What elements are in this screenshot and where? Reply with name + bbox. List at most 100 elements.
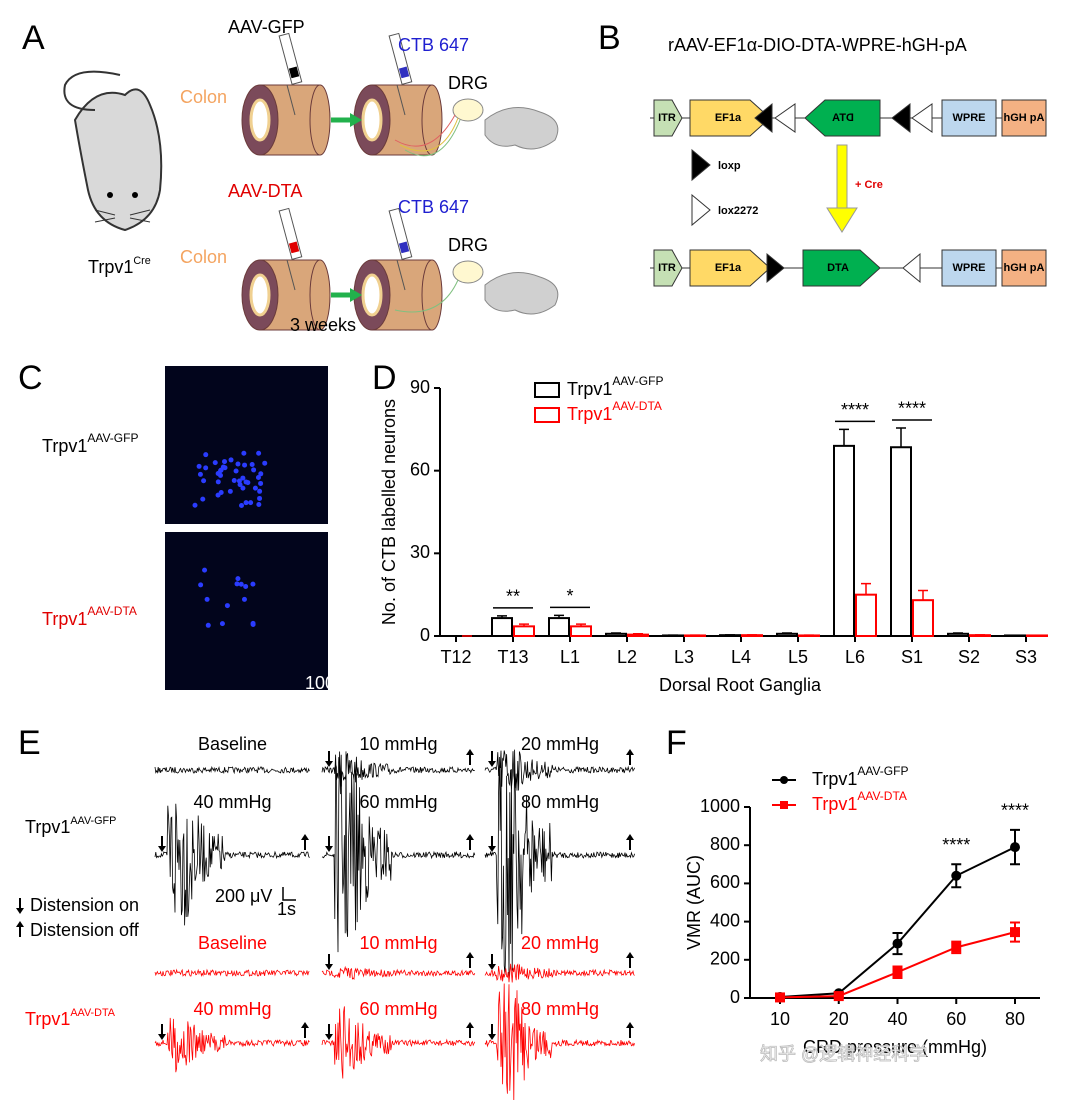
legend-label: Trpv1AAV-DTA — [567, 399, 662, 424]
cell — [255, 474, 261, 480]
x-tick-label: T13 — [497, 647, 528, 667]
distension-arrow-head — [325, 1034, 333, 1040]
significance: **** — [841, 400, 869, 420]
label: ITR — [658, 262, 676, 274]
legend-swatch — [534, 407, 560, 423]
condition-label: 60 mmHg — [359, 792, 437, 812]
label: Distension on — [30, 895, 139, 915]
condition-label: 80 mmHg — [521, 792, 599, 812]
emg-trace — [321, 753, 475, 787]
marker — [951, 870, 962, 881]
condition-label: 20 mmHg — [521, 933, 599, 953]
distension-arrow-head — [466, 952, 474, 958]
cell — [203, 465, 209, 471]
x-axis-title: CRD pressure (mmHg) — [803, 1037, 987, 1057]
condition-label: 10 mmHg — [359, 933, 437, 953]
significance: ** — [506, 587, 520, 607]
cell — [249, 462, 255, 468]
y-tick-label: 0 — [730, 987, 740, 1007]
cell — [258, 480, 264, 486]
label: 3 weeks — [290, 315, 356, 335]
y-axis-title: No. of CTB labelled neurons — [379, 399, 399, 625]
cell — [215, 479, 221, 485]
label-base: Trpv1 — [567, 379, 612, 399]
distension-arrow-head — [626, 1022, 634, 1028]
cell — [234, 581, 240, 587]
distension-arrow-head — [466, 1022, 474, 1028]
label: AAV-GFP — [228, 17, 305, 37]
error-bar — [633, 633, 643, 635]
label-superscript: Cre — [133, 255, 150, 267]
error-bar — [554, 614, 564, 619]
panel-label: F — [666, 724, 687, 762]
y-tick-label: 200 — [710, 949, 740, 969]
y-tick-label: 800 — [710, 834, 740, 854]
panel-label: B — [598, 19, 621, 57]
colon-lumen — [361, 98, 383, 142]
marker — [951, 942, 962, 953]
label: Colon — [180, 247, 227, 267]
label: Trpv1AAV-DTA — [25, 1007, 116, 1029]
distension-arrow-head — [466, 834, 474, 840]
cell — [228, 457, 234, 463]
x-tick-label: L5 — [788, 647, 808, 667]
cell — [240, 475, 246, 481]
marker — [1010, 927, 1020, 938]
bar — [570, 625, 592, 637]
emg-trace — [484, 749, 635, 980]
x-tick-label: S1 — [901, 647, 923, 667]
condition-label: 40 mmHg — [193, 999, 271, 1019]
label: AAV-DTA — [228, 181, 302, 201]
colon-end — [309, 259, 331, 331]
cell — [205, 622, 211, 628]
legend-marker — [780, 776, 788, 784]
bar — [491, 617, 513, 637]
cell — [196, 463, 202, 469]
label-base: Trpv1 — [567, 404, 612, 424]
cell — [203, 452, 209, 458]
x-tick-label: L2 — [617, 647, 637, 667]
label: + Cre — [855, 179, 883, 191]
cell — [233, 468, 239, 474]
cell — [202, 567, 208, 573]
cell — [215, 470, 221, 476]
bar — [776, 632, 798, 637]
error-bar — [953, 632, 963, 634]
colon-lumen — [249, 98, 271, 142]
distension-arrow-head — [626, 834, 634, 840]
panel-a-art — [63, 32, 559, 331]
label-base: Trpv1 — [88, 257, 133, 277]
label: rAAV-EF1α-DIO-DTA-WPRE-hGH-pA — [668, 35, 967, 55]
distension-arrow-head — [488, 1034, 496, 1040]
label-superscript: AAV-GFP — [70, 815, 116, 827]
colon-lumen — [361, 273, 383, 317]
label: EF1a — [715, 112, 742, 124]
cell — [257, 495, 263, 501]
distension-arrow-head — [325, 964, 333, 970]
x-tick-label: L6 — [845, 647, 865, 667]
cell — [197, 471, 203, 477]
cell — [257, 488, 263, 494]
micrograph — [165, 532, 328, 690]
panel-label: A — [22, 19, 45, 57]
error-bar — [861, 582, 871, 595]
emg-trace — [484, 983, 635, 1100]
bar — [548, 617, 570, 637]
label: Trpv1AAV-GFP — [25, 815, 116, 837]
colon-end — [309, 84, 331, 156]
emg-trace — [154, 803, 310, 926]
cell — [200, 496, 206, 502]
cell — [258, 471, 264, 477]
label: WPRE — [953, 112, 986, 124]
x-tick-label: 20 — [829, 1009, 849, 1029]
cell — [240, 485, 246, 491]
label-base: Trpv1 — [42, 609, 87, 629]
legend-label: Trpv1AAV-DTA — [812, 789, 907, 814]
label-base: Trpv1 — [25, 817, 70, 837]
cell — [243, 584, 249, 590]
distension-arrow-head — [301, 1022, 309, 1028]
y-tick-label: 0 — [420, 625, 430, 645]
label: Distension off — [30, 920, 140, 940]
panel-label: C — [18, 359, 43, 397]
emg-trace — [321, 965, 476, 980]
